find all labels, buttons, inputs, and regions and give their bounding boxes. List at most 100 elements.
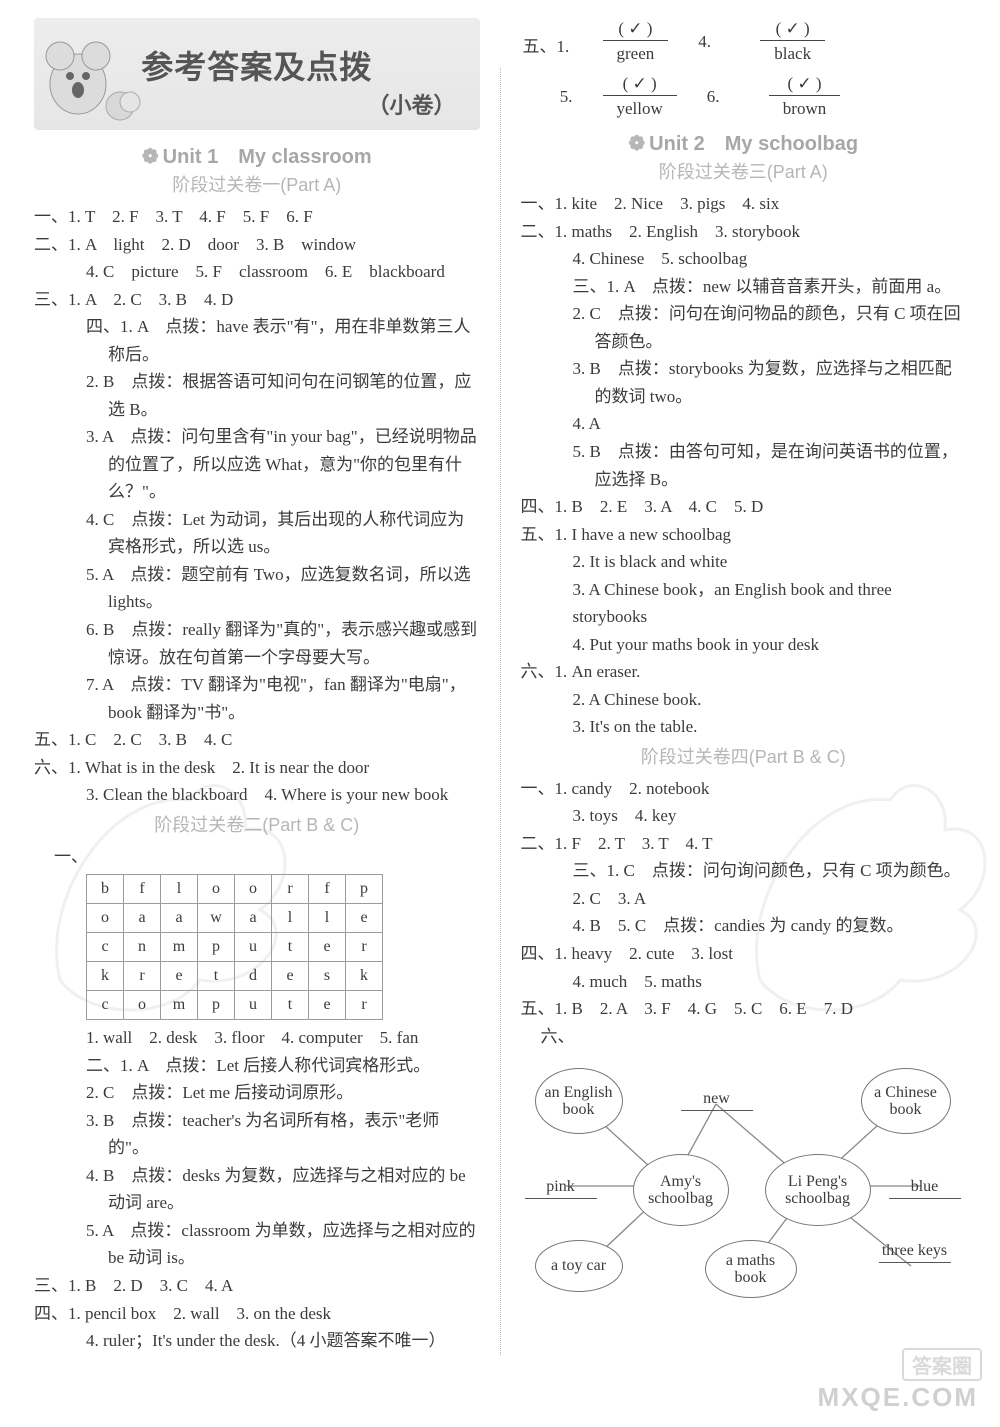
left-column: 参考答案及点拨 （小卷） ❁Unit 1 My classroom 阶段过关卷一… bbox=[34, 18, 480, 1355]
watermark-site: MXQE.COM bbox=[818, 1382, 978, 1413]
frac-label: 6. bbox=[707, 73, 739, 107]
wordsearch-cell: b bbox=[87, 875, 124, 904]
watermark-badge: 答案圈 bbox=[902, 1348, 982, 1381]
answer-line: 二、1. A 点拨：Let 后接人称代词宾格形式。 bbox=[34, 1052, 480, 1080]
answer-line: 3. B 点拨：teacher's 为名词所有格，表示"老师的"。 bbox=[34, 1107, 480, 1162]
page: 参考答案及点拨 （小卷） ❁Unit 1 My classroom 阶段过关卷一… bbox=[0, 0, 1000, 1427]
wordsearch-cell: e bbox=[161, 962, 198, 991]
diagram-node: an English book bbox=[535, 1068, 623, 1134]
wordsearch-cell: a bbox=[235, 904, 272, 933]
wordsearch-cell: o bbox=[235, 875, 272, 904]
banner: 参考答案及点拨 （小卷） bbox=[34, 18, 480, 130]
diagram-node: Amy's schoolbag bbox=[633, 1154, 729, 1226]
answer-line: 4. ruler；It's under the desk.（4 小题答案不唯一） bbox=[34, 1327, 480, 1355]
answer-line: 六、1. What is in the desk 2. It is near t… bbox=[34, 754, 480, 782]
wordsearch-cell: u bbox=[235, 991, 272, 1020]
wordsearch-cell: p bbox=[198, 991, 235, 1020]
wordsearch-cell: l bbox=[161, 875, 198, 904]
wordsearch-cell: p bbox=[346, 875, 383, 904]
wordsearch-cell: f bbox=[309, 875, 346, 904]
answer-line: 五、1. B 2. A 3. F 4. G 5. C 6. E 7. D bbox=[521, 995, 967, 1023]
wordsearch-cell: r bbox=[272, 875, 309, 904]
wordsearch-cell: t bbox=[198, 962, 235, 991]
answer-line: 2. C 点拨：问句在询问物品的颜色，只有 C 项在回答颜色。 bbox=[521, 300, 967, 355]
answer-line: 一、1. kite 2. Nice 3. pigs 4. six bbox=[521, 190, 967, 218]
wordsearch-cell: o bbox=[124, 991, 161, 1020]
wordsearch-cell: f bbox=[124, 875, 161, 904]
wordsearch-table: bfloorfpoaawallecnmputerkretdeskcomputer bbox=[86, 874, 383, 1020]
answer-line: 3. Clean the blackboard 4. Where is your… bbox=[34, 781, 480, 809]
answer-line: 5. A 点拨：题空前有 Two，应选复数名词，所以选 lights。 bbox=[34, 561, 480, 616]
wordsearch-cell: c bbox=[87, 933, 124, 962]
wordsearch-cell: u bbox=[235, 933, 272, 962]
frac-item: ( ✓ ) green bbox=[603, 18, 669, 67]
frac-item: ( ✓ ) black bbox=[760, 18, 825, 67]
wordsearch-cell: r bbox=[346, 991, 383, 1020]
mind-map: Amy's schoolbag Li Peng's schoolbag an E… bbox=[521, 1056, 961, 1296]
wordsearch-cell: w bbox=[198, 904, 235, 933]
answer-line: 1. wall 2. desk 3. floor 4. computer 5. … bbox=[34, 1024, 480, 1052]
diagram-slot: pink bbox=[525, 1178, 597, 1199]
wordsearch-cell: e bbox=[346, 904, 383, 933]
wordsearch-cell: e bbox=[272, 962, 309, 991]
diagram-slot: new bbox=[681, 1090, 753, 1111]
diagram-node: a Chinese book bbox=[861, 1068, 951, 1134]
wordsearch-cell: d bbox=[235, 962, 272, 991]
diagram-node: a maths book bbox=[705, 1240, 797, 1298]
answer-line: 三、1. A 点拨：new 以辅音音素开头，前面用 a。 bbox=[521, 273, 967, 301]
wordsearch-cell: r bbox=[346, 933, 383, 962]
answer-line: 一、1. T 2. F 3. T 4. F 5. F 6. F bbox=[34, 203, 480, 231]
wordsearch-cell: k bbox=[346, 962, 383, 991]
answer-line: 6. B 点拨：really 翻译为"真的"，表示感兴趣或感到惊讶。放在句首第一… bbox=[34, 616, 480, 671]
unit2-title: ❁Unit 2 My schoolbag bbox=[521, 127, 967, 156]
answer-line: 2. A Chinese book. bbox=[521, 686, 967, 714]
answer-line: 一、1. candy 2. notebook bbox=[521, 775, 967, 803]
answer-line: 四、1. pencil box 2. wall 3. on the desk bbox=[34, 1300, 480, 1328]
answer-line: 三、1. C 点拨：问句询问颜色，只有 C 项为颜色。 bbox=[521, 857, 967, 885]
answer-line: 五、1. I have a new schoolbag bbox=[521, 521, 967, 549]
answer-line: 5. A 点拨：classroom 为单数，应选择与之相对应的 be 动词 is… bbox=[34, 1217, 480, 1272]
frac-label: 4. bbox=[698, 18, 730, 52]
diagram-slot: blue bbox=[889, 1178, 961, 1199]
paw-icon: ❁ bbox=[628, 133, 645, 155]
wordsearch-cell: c bbox=[87, 991, 124, 1020]
wordsearch-cell: a bbox=[161, 904, 198, 933]
wordsearch-cell: m bbox=[161, 933, 198, 962]
answer-line: 2. B 点拨：根据答语可知问句在问钢笔的位置，应选 B。 bbox=[34, 368, 480, 423]
column-divider bbox=[500, 68, 501, 1355]
answer-line: 3. A Chinese book，an English book and th… bbox=[521, 576, 967, 631]
answer-line: 4. C picture 5. F classroom 6. E blackbo… bbox=[34, 258, 480, 286]
answer-line: 3. A 点拨：问句里含有"in your bag"，已经说明物品的位置了，所以… bbox=[34, 423, 480, 506]
unit2-stage-a: 阶段过关卷三(Part A) bbox=[521, 158, 967, 184]
frac-item: ( ✓ ) brown bbox=[769, 73, 840, 122]
wordsearch-cell: l bbox=[309, 904, 346, 933]
frac-label: 5. bbox=[523, 73, 573, 107]
answer-line: 3. toys 4. key bbox=[521, 802, 967, 830]
wordsearch-cell: l bbox=[272, 904, 309, 933]
unit1-stage-a: 阶段过关卷一(Part A) bbox=[34, 171, 480, 197]
wordsearch-cell: n bbox=[124, 933, 161, 962]
right-column: 五、1. ( ✓ ) green 4. ( ✓ ) black 5. ( ✓ )… bbox=[521, 18, 967, 1355]
wordsearch-cell: e bbox=[309, 933, 346, 962]
wordsearch-cell: t bbox=[272, 933, 309, 962]
answer-line: 4. C 点拨：Let 为动词，其后出现的人称代词应为宾格形式，所以选 us。 bbox=[34, 506, 480, 561]
answer-line: 四、1. A 点拨：have 表示"有"，用在非单数第三人称后。 bbox=[34, 313, 480, 368]
wordsearch-cell: o bbox=[87, 904, 124, 933]
answer-line: 六、 bbox=[521, 1023, 967, 1051]
frac-row: 5. ( ✓ ) yellow 6. ( ✓ ) brown bbox=[523, 73, 967, 122]
wordsearch-cell: e bbox=[309, 991, 346, 1020]
answer-line: 7. A 点拨：TV 翻译为"电视"，fan 翻译为"电扇"，book 翻译为"… bbox=[34, 671, 480, 726]
diagram-slot: three keys bbox=[879, 1242, 951, 1263]
answer-line: 四、1. B 2. E 3. A 4. C 5. D bbox=[521, 493, 967, 521]
diagram-node: a toy car bbox=[535, 1240, 623, 1292]
answer-line: 2. It is black and white bbox=[521, 548, 967, 576]
wordsearch-cell: k bbox=[87, 962, 124, 991]
paw-icon: ❁ bbox=[142, 146, 159, 168]
answer-line: 4. much 5. maths bbox=[521, 968, 967, 996]
frac-item: ( ✓ ) yellow bbox=[603, 73, 677, 122]
answer-line: 二、1. maths 2. English 3. storybook bbox=[521, 218, 967, 246]
answer-line: 4. A bbox=[521, 410, 967, 438]
answer-line: 2. C 3. A bbox=[521, 885, 967, 913]
answer-line: 五、1. C 2. C 3. B 4. C bbox=[34, 726, 480, 754]
answer-line: 4. B 点拨：desks 为复数，应选择与之相对应的 be 动词 are。 bbox=[34, 1162, 480, 1217]
